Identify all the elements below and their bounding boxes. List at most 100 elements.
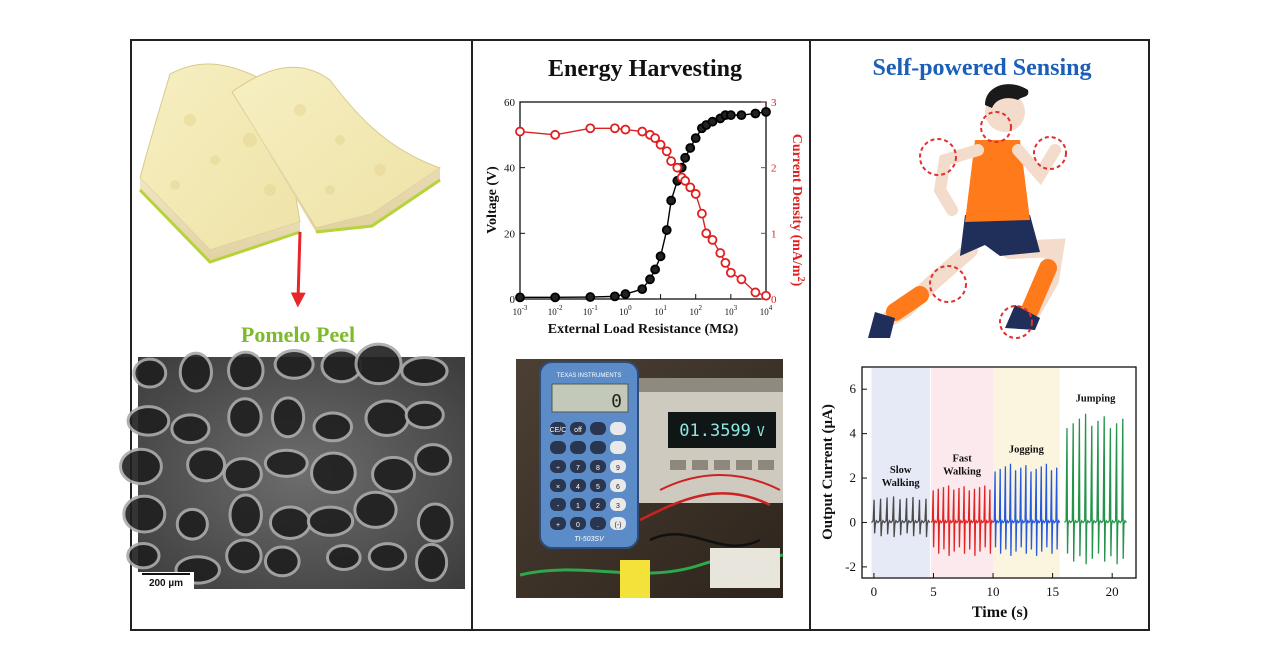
calculator-key (610, 517, 626, 530)
y-right-tick-label: 3 (771, 97, 777, 109)
activity-label: Jogging (1009, 445, 1045, 456)
calculator-key-label: off (574, 427, 582, 434)
voltage-point (666, 195, 677, 206)
current-density-point (620, 124, 631, 135)
calculator-key (570, 460, 586, 473)
current-density-point (685, 182, 696, 193)
pomelo-peel-label: Pomelo Peel (241, 322, 355, 347)
calculator-brand: TEXAS INSTRUMENTS (557, 373, 622, 379)
calculator-key-label: 5 (596, 484, 600, 491)
calculator-key (570, 517, 586, 530)
calculator-key-label: × (556, 484, 560, 491)
calculator-key (590, 498, 606, 511)
y-tick-label: -2 (845, 559, 856, 574)
sem-pore (263, 545, 301, 578)
runner-illustration (868, 84, 1067, 339)
calculator-key-label: 9 (616, 465, 620, 472)
current-density-point (637, 126, 648, 137)
calculator-key-label: 6 (616, 484, 620, 491)
sem-pore (414, 542, 449, 583)
sem-pore (126, 405, 171, 437)
x-axis-label: Time (s) (972, 604, 1028, 621)
lab-photo: 01.3599 V TEXAS INSTRUMENTS 0 CE/C off ÷ 7 8 9… (516, 359, 784, 598)
sem-pore (268, 505, 312, 540)
calculator-key (550, 441, 566, 454)
voltage-point (550, 292, 561, 303)
sem-micrograph: 200 µm (119, 342, 465, 589)
calculator-key-label: - (557, 503, 560, 510)
sensing-location-markers (919, 111, 1067, 339)
output-current-chart: 0 5 10 15 20 -2 0 2 4 6 Slow Walking Fast Walking Jog… (820, 366, 1137, 621)
sem-pore (354, 342, 403, 386)
y-left-tick-label: 20 (504, 228, 516, 240)
y-axis-label: Output Current (μA) (820, 404, 836, 540)
calculator-key-label: + (556, 522, 560, 529)
y-right-tick-label: 0 (771, 294, 777, 306)
calculator-key-label: . (597, 522, 599, 529)
calculator-key (590, 422, 606, 435)
sem-pore (325, 543, 362, 571)
sem-pore (186, 447, 227, 483)
x-tick-label: 20 (1106, 584, 1119, 599)
calculator-key (550, 460, 566, 473)
activity-label: Slow (890, 465, 912, 476)
y-tick-label: 4 (850, 426, 857, 441)
current-density-point (650, 133, 661, 144)
sem-pore (227, 350, 265, 391)
y-tick-label: 0 (850, 514, 857, 529)
x-tick-label: 10-3 (513, 304, 528, 317)
calculator-key (590, 517, 606, 530)
sem-pore (306, 505, 355, 537)
current-density-point (720, 257, 731, 268)
current-density-point (666, 156, 677, 167)
self-powered-sensing-title: Self-powered Sensing (873, 55, 1092, 81)
sem-pore (273, 348, 315, 380)
calculator-model: TI-503SV (574, 536, 605, 543)
voltage-point (661, 225, 672, 235)
current-density-point (761, 290, 771, 301)
current-density-point (515, 126, 525, 137)
calculator-key-label: (-) (615, 522, 622, 529)
calculator-key-label: 3 (616, 503, 620, 510)
yellow-tape (620, 560, 650, 598)
calculator-key-label: 0 (576, 522, 580, 529)
pomelo-peel-illustration (138, 63, 442, 264)
voltage-point (609, 291, 620, 302)
y-tick-label: 2 (850, 470, 857, 485)
voltage-point (736, 110, 747, 121)
y-right-tick-label: 2 (771, 163, 777, 175)
activity-label: Jumping (1076, 393, 1116, 404)
output-current-trace (930, 485, 994, 556)
sem-pore (178, 351, 213, 393)
sem-pore (126, 542, 161, 570)
multimeter-display (668, 412, 776, 448)
plot-frame (519, 101, 767, 300)
sem-pore (132, 357, 168, 389)
voltage-point (585, 292, 596, 302)
voltage-point (515, 292, 525, 303)
voltage-point (707, 116, 718, 127)
x-tick-label: 10 (987, 584, 1000, 599)
y-axis-label-current-density: Current Density (mA/m2) (789, 134, 806, 287)
calculator-key-label: 2 (596, 503, 600, 510)
voltage-point (655, 251, 666, 262)
calculator-key (570, 498, 586, 511)
sem-pore (310, 451, 357, 495)
sem-pore (222, 457, 263, 492)
sem-pore (312, 411, 354, 443)
y-right-tick-label: 1 (771, 228, 777, 240)
sem-pore (371, 455, 417, 494)
sem-pore (400, 355, 449, 387)
current-density-point (655, 139, 666, 150)
x-tick-label: 15 (1046, 584, 1059, 599)
current-density-point (680, 175, 691, 186)
calculator-key-label: CE/C (550, 427, 567, 434)
voltage-point (645, 274, 655, 285)
current-density-point (609, 123, 620, 134)
current-density-point (697, 208, 707, 219)
x-tick-label: 5 (930, 584, 937, 599)
y-left-tick-label: 60 (504, 97, 516, 109)
voltage-point (620, 289, 631, 299)
x-tick-label: 104 (760, 304, 773, 317)
